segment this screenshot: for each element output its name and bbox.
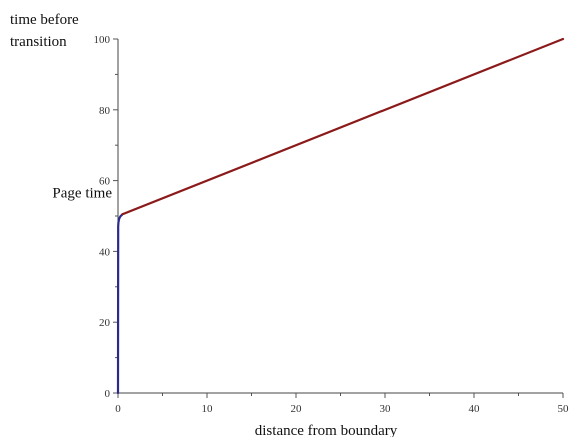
- x-axis-label: distance from boundary: [255, 423, 398, 437]
- series-line-1: [116, 213, 124, 395]
- x-tick-label: 20: [291, 403, 303, 415]
- x-tick-label: 0: [115, 403, 121, 415]
- y-tick-label: 20: [99, 317, 111, 329]
- y-tick-label: 0: [105, 388, 111, 400]
- x-tick-label: 40: [469, 403, 481, 415]
- y-tick-label: 80: [99, 105, 111, 117]
- y-tick-label: 40: [99, 246, 111, 258]
- y-axis-label-line-2: transition: [10, 34, 67, 50]
- x-tick-label: 30: [380, 403, 392, 415]
- y-axis-label-line-1: time before: [10, 12, 79, 28]
- axis-ticks: 0 10 20 30 40 50 0 20 40 60 80 100: [94, 34, 569, 415]
- y-tick-label: 60: [99, 176, 111, 188]
- series-layer: [116, 37, 565, 395]
- x-tick-label: 50: [558, 403, 569, 415]
- axes: [117, 39, 563, 394]
- y-tick-label: 100: [94, 34, 111, 46]
- series-line-2: [121, 37, 565, 216]
- x-tick-label: 10: [202, 403, 214, 415]
- page-time-annotation: Page time: [52, 186, 112, 202]
